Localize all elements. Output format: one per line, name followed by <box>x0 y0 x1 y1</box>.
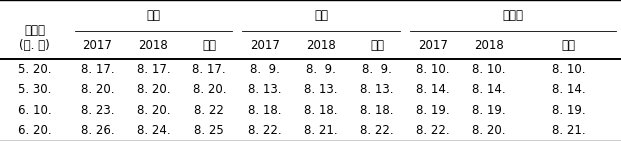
Text: 8. 17.: 8. 17. <box>137 63 170 76</box>
Text: 8. 18.: 8. 18. <box>248 104 282 117</box>
Text: 신동진: 신동진 <box>502 9 524 22</box>
Text: 8. 22: 8. 22 <box>194 104 224 117</box>
Text: 8. 20.: 8. 20. <box>137 83 170 96</box>
Text: 8. 14.: 8. 14. <box>416 83 450 96</box>
Text: 8. 17.: 8. 17. <box>81 63 114 76</box>
Text: 8. 13.: 8. 13. <box>248 83 282 96</box>
Text: 2017: 2017 <box>418 39 448 52</box>
Text: 8.  9.: 8. 9. <box>306 63 336 76</box>
Text: 8. 13.: 8. 13. <box>360 83 394 96</box>
Text: 8.  9.: 8. 9. <box>250 63 280 76</box>
Text: 6. 10.: 6. 10. <box>18 104 52 117</box>
Text: 8. 26.: 8. 26. <box>81 124 114 137</box>
Text: 8. 14.: 8. 14. <box>552 83 586 96</box>
Text: 8. 25: 8. 25 <box>194 124 224 137</box>
Text: 2017: 2017 <box>83 39 112 52</box>
Text: 평균: 평균 <box>202 39 216 52</box>
Text: 현품: 현품 <box>147 9 160 22</box>
Text: 8. 24.: 8. 24. <box>137 124 170 137</box>
Text: 8. 19.: 8. 19. <box>472 104 505 117</box>
Text: 8. 23.: 8. 23. <box>81 104 114 117</box>
Text: 2018: 2018 <box>138 39 168 52</box>
Text: 8. 13.: 8. 13. <box>304 83 338 96</box>
Text: 8. 10.: 8. 10. <box>472 63 505 76</box>
Text: 5. 20.: 5. 20. <box>18 63 52 76</box>
Text: 평균: 평균 <box>370 39 384 52</box>
Text: 2017: 2017 <box>250 39 280 52</box>
Text: 8. 17.: 8. 17. <box>193 63 226 76</box>
Text: 8. 19.: 8. 19. <box>416 104 450 117</box>
Text: 8. 20.: 8. 20. <box>81 83 114 96</box>
Text: 8. 21.: 8. 21. <box>304 124 338 137</box>
Text: 8. 18.: 8. 18. <box>304 104 338 117</box>
Text: 8. 18.: 8. 18. <box>360 104 394 117</box>
Text: 8. 21.: 8. 21. <box>552 124 586 137</box>
Text: 평균: 평균 <box>562 39 576 52</box>
Text: 8. 20.: 8. 20. <box>193 83 226 96</box>
Text: 8. 19.: 8. 19. <box>552 104 586 117</box>
Text: 8. 20.: 8. 20. <box>137 104 170 117</box>
Text: 8. 22.: 8. 22. <box>248 124 282 137</box>
Text: 8. 14.: 8. 14. <box>472 83 505 96</box>
Text: 8. 20.: 8. 20. <box>472 124 505 137</box>
Text: 2018: 2018 <box>474 39 504 52</box>
Text: 이앙일: 이앙일 <box>24 24 45 37</box>
Text: (월. 일): (월. 일) <box>19 39 50 52</box>
Text: 8. 22.: 8. 22. <box>360 124 394 137</box>
Text: 6. 20.: 6. 20. <box>18 124 52 137</box>
Text: 8. 22.: 8. 22. <box>416 124 450 137</box>
Text: 수광: 수광 <box>314 9 328 22</box>
Text: 8. 10.: 8. 10. <box>552 63 586 76</box>
Text: 5. 30.: 5. 30. <box>18 83 52 96</box>
Text: 8. 10.: 8. 10. <box>416 63 450 76</box>
Text: 8.  9.: 8. 9. <box>362 63 392 76</box>
Text: 2018: 2018 <box>306 39 336 52</box>
